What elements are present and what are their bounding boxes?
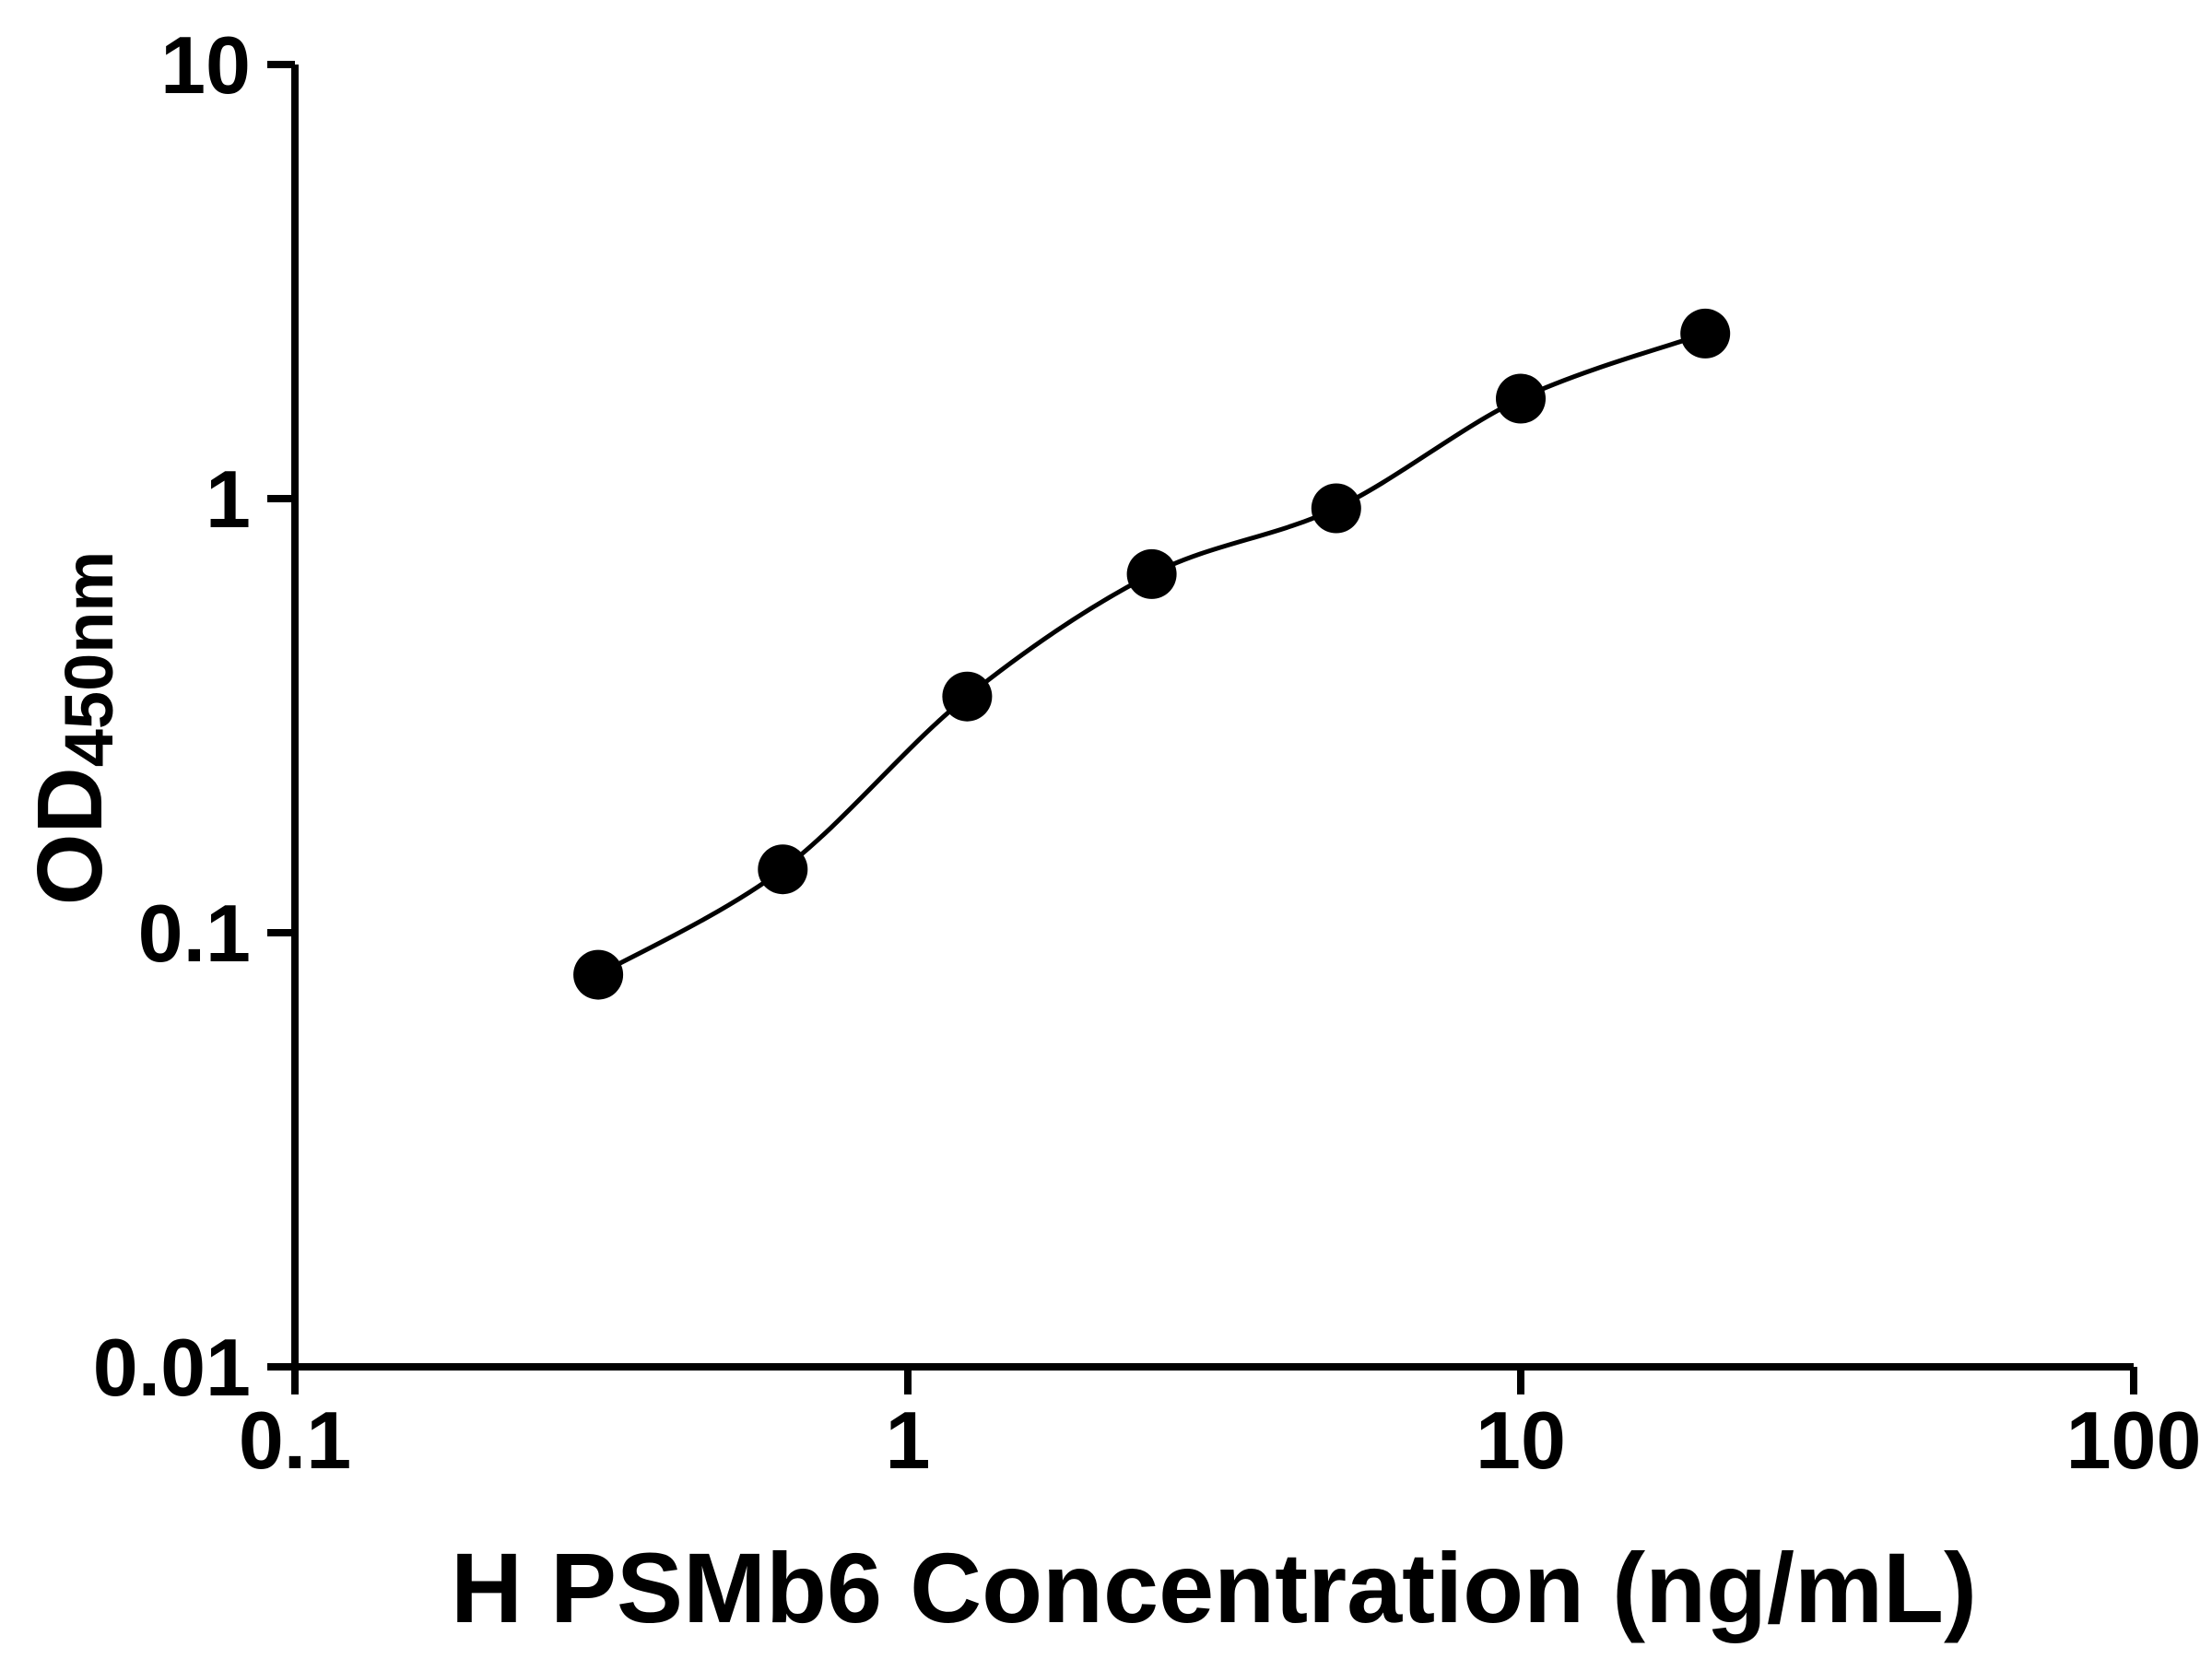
- data-point: [758, 844, 808, 895]
- y-tick-label: 0.1: [138, 888, 251, 979]
- y-tick-label: 10: [160, 19, 251, 111]
- y-axis-title: OD450nm: [18, 551, 127, 905]
- y-tick-label: 0.01: [93, 1322, 251, 1413]
- data-point: [1680, 308, 1731, 359]
- x-tick-label: 0.1: [239, 1394, 351, 1486]
- x-tick-label: 100: [2066, 1394, 2202, 1486]
- axes: [291, 65, 2134, 1371]
- y-axis-title-sub: 450nm: [51, 551, 127, 767]
- x-tick-label: 10: [1476, 1394, 1566, 1486]
- data-point: [1311, 483, 1361, 534]
- data-point: [1126, 548, 1177, 599]
- tick-marks: [267, 61, 2137, 1394]
- data-point: [573, 949, 624, 1000]
- data-point: [1496, 373, 1546, 424]
- data-point: [942, 671, 993, 722]
- y-tick-label: 1: [206, 453, 251, 545]
- plot-area: [573, 308, 1731, 1000]
- x-axis-title: H PSMb6 Concentration (ng/mL): [451, 1532, 1977, 1643]
- y-axis-title-main: OD: [18, 767, 122, 905]
- x-tick-label: 1: [886, 1394, 931, 1486]
